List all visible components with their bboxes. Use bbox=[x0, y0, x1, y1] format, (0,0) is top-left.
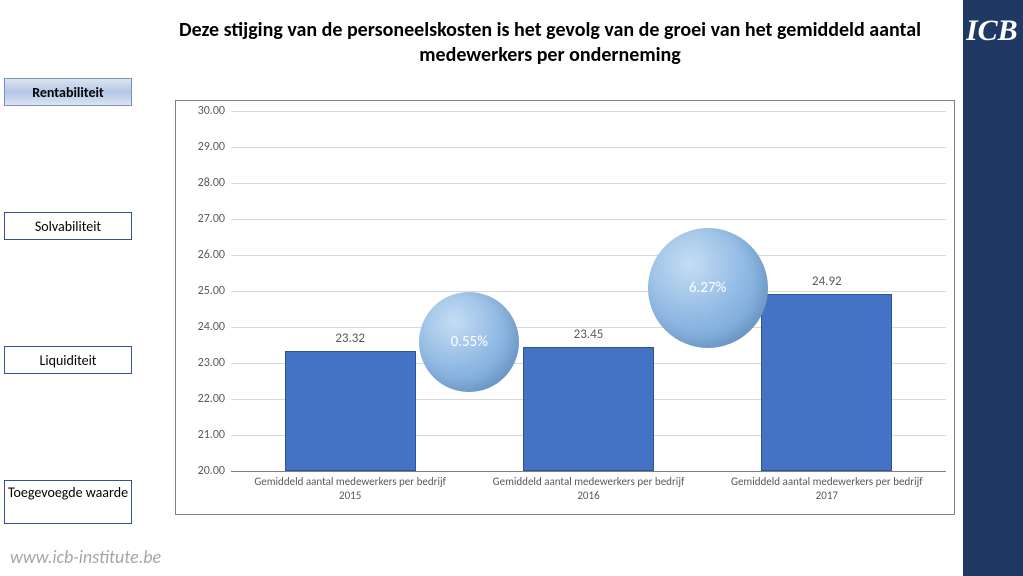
chart-gridline bbox=[231, 255, 946, 256]
chart-bar bbox=[761, 294, 892, 471]
chart-y-tick-label: 30.00 bbox=[181, 104, 231, 118]
sidebar-item-toegevoegde-waarde[interactable]: Toegevoegde waarde bbox=[4, 480, 132, 524]
chart-x-tick-label: Gemiddeld aantal medewerkers per bedrijf… bbox=[235, 475, 465, 503]
sidebar-item-rentabiliteit[interactable]: Rentabiliteit bbox=[4, 78, 132, 106]
chart-gridline bbox=[231, 291, 946, 292]
chart-value-label: 24.92 bbox=[777, 274, 877, 289]
chart-bar bbox=[523, 347, 654, 471]
chart-y-tick-label: 24.00 bbox=[181, 320, 231, 334]
svg-text:ICB: ICB bbox=[966, 14, 1018, 47]
chart-x-tick-label: Gemiddeld aantal medewerkers per bedrijf… bbox=[712, 475, 942, 503]
employees-bar-chart: 20.00 21.00 22.00 23.00 24.00 25.00 26.00 27.00… bbox=[175, 100, 955, 515]
chart-y-tick-label: 20.00 bbox=[181, 464, 231, 478]
sidebar-item-solvabiliteit[interactable]: Solvabiliteit bbox=[4, 212, 132, 240]
icb-logo: ICB bbox=[966, 10, 1020, 50]
chart-growth-bubble: 6.27% bbox=[648, 228, 768, 348]
chart-x-tick-label: Gemiddeld aantal medewerkers per bedrijf… bbox=[474, 475, 704, 503]
chart-plot-area: 20.0021.0022.0023.0024.0025.0026.0027.00… bbox=[231, 111, 946, 471]
chart-y-tick-label: 29.00 bbox=[181, 140, 231, 154]
chart-y-tick-label: 22.00 bbox=[181, 392, 231, 406]
chart-gridline bbox=[231, 219, 946, 220]
chart-y-tick-label: 26.00 bbox=[181, 248, 231, 262]
slide-title-area: Deze stijging van de personeelskosten is… bbox=[140, 18, 960, 68]
chart-y-tick-label: 23.00 bbox=[181, 356, 231, 370]
chart-bar bbox=[285, 351, 416, 471]
chart-gridline bbox=[231, 147, 946, 148]
chart-gridline bbox=[231, 183, 946, 184]
chart-gridline bbox=[231, 111, 946, 112]
chart-value-label: 23.32 bbox=[300, 331, 400, 346]
sidebar: Rentabiliteit Solvabiliteit Liquiditeit … bbox=[0, 0, 140, 576]
chart-y-tick-label: 27.00 bbox=[181, 212, 231, 226]
sidebar-item-liquiditeit[interactable]: Liquiditeit bbox=[4, 346, 132, 374]
chart-gridline bbox=[231, 471, 946, 472]
chart-value-label: 23.45 bbox=[539, 327, 639, 342]
slide-root: ICB Rentabiliteit Solvabiliteit Liquidit… bbox=[0, 0, 1023, 576]
footer-url: www.icb-institute.be bbox=[10, 546, 161, 568]
brand-strip: ICB bbox=[963, 0, 1023, 576]
slide-title: Deze stijging van de personeelskosten is… bbox=[140, 18, 960, 68]
chart-y-tick-label: 25.00 bbox=[181, 284, 231, 298]
chart-y-tick-label: 28.00 bbox=[181, 176, 231, 190]
chart-growth-bubble: 0.55% bbox=[419, 292, 519, 392]
chart-y-tick-label: 21.00 bbox=[181, 428, 231, 442]
